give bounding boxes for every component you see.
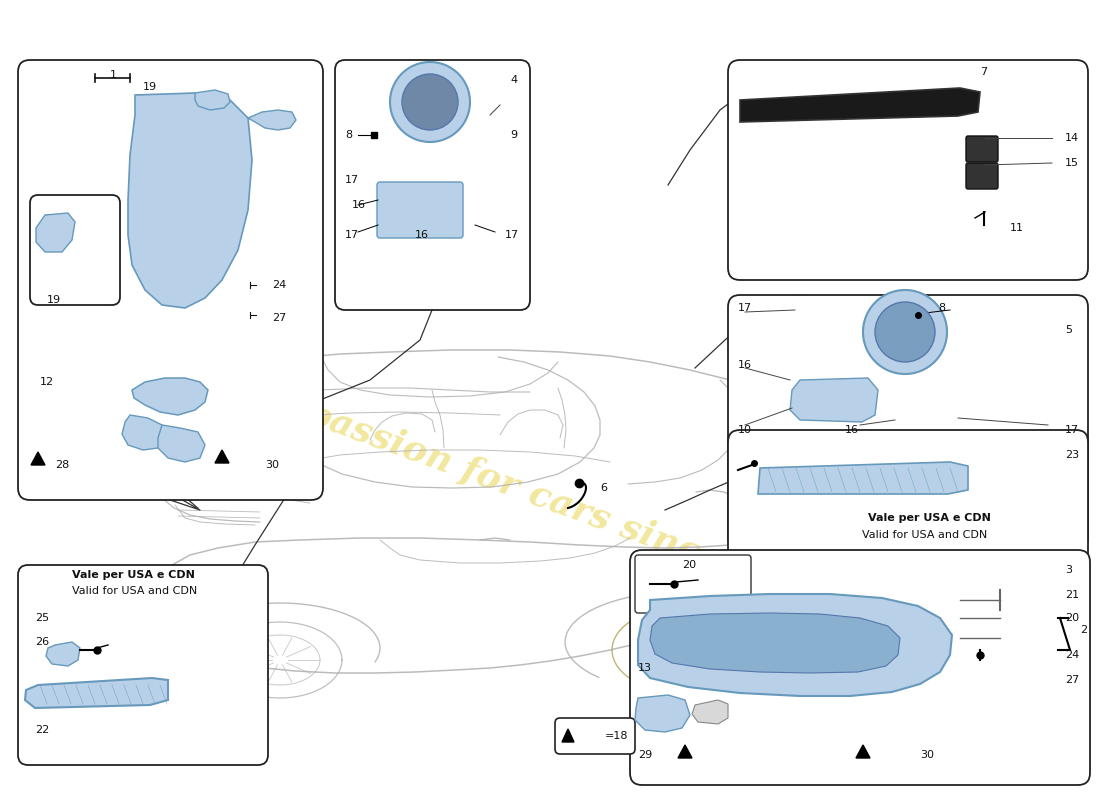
Text: 1: 1 (110, 70, 117, 80)
Polygon shape (36, 213, 75, 252)
Polygon shape (248, 110, 296, 130)
Polygon shape (158, 425, 205, 462)
Text: Vale per USA e CDN: Vale per USA e CDN (868, 513, 991, 523)
FancyBboxPatch shape (377, 182, 463, 238)
FancyBboxPatch shape (630, 550, 1090, 785)
Polygon shape (31, 452, 45, 465)
Polygon shape (638, 594, 952, 696)
FancyBboxPatch shape (728, 295, 1088, 550)
Text: 17: 17 (1065, 425, 1079, 435)
Text: Valid for USA and CDN: Valid for USA and CDN (72, 586, 197, 596)
Polygon shape (25, 678, 168, 708)
Text: 17: 17 (505, 230, 519, 240)
Text: 25: 25 (35, 613, 50, 623)
Text: 8: 8 (938, 303, 945, 313)
Polygon shape (650, 613, 900, 673)
Polygon shape (758, 462, 968, 494)
Polygon shape (214, 450, 229, 463)
Polygon shape (678, 745, 692, 758)
Text: 16: 16 (415, 230, 429, 240)
Polygon shape (122, 415, 165, 450)
Circle shape (864, 290, 947, 374)
FancyBboxPatch shape (728, 60, 1088, 280)
Text: 21: 21 (1065, 590, 1079, 600)
Text: 16: 16 (738, 360, 752, 370)
Text: 10: 10 (738, 425, 752, 435)
Text: 12: 12 (40, 377, 54, 387)
Polygon shape (740, 88, 980, 122)
Text: 27: 27 (1065, 675, 1079, 685)
FancyBboxPatch shape (18, 60, 323, 500)
Text: 30: 30 (265, 460, 279, 470)
Text: 7: 7 (980, 67, 987, 77)
Text: =18: =18 (605, 731, 628, 741)
Text: 9: 9 (510, 130, 517, 140)
Text: 17: 17 (345, 230, 359, 240)
Text: 24: 24 (1065, 650, 1079, 660)
FancyBboxPatch shape (336, 60, 530, 310)
Text: 22: 22 (35, 725, 50, 735)
Polygon shape (132, 378, 208, 415)
Text: 19: 19 (47, 295, 62, 305)
Text: 5: 5 (1065, 325, 1072, 335)
Text: 26: 26 (35, 637, 50, 647)
Text: 17: 17 (345, 175, 359, 185)
Text: 14: 14 (1065, 133, 1079, 143)
Text: 2: 2 (1080, 625, 1087, 635)
Text: 24: 24 (272, 280, 286, 290)
Text: 16: 16 (845, 425, 859, 435)
Text: 20: 20 (1065, 613, 1079, 623)
Text: 30: 30 (920, 750, 934, 760)
Circle shape (390, 62, 470, 142)
Text: 4: 4 (510, 75, 517, 85)
Text: 16: 16 (352, 200, 366, 210)
Text: Valid for USA and CDN: Valid for USA and CDN (862, 530, 988, 540)
Text: 27: 27 (272, 313, 286, 323)
Circle shape (874, 302, 935, 362)
Text: 13: 13 (638, 663, 652, 673)
Polygon shape (195, 90, 230, 110)
Text: 28: 28 (55, 460, 69, 470)
Polygon shape (856, 745, 870, 758)
FancyBboxPatch shape (966, 136, 998, 162)
Text: 11: 11 (1010, 223, 1024, 233)
FancyBboxPatch shape (728, 430, 1088, 605)
Text: 3: 3 (1065, 565, 1072, 575)
Text: 8: 8 (345, 130, 352, 140)
Polygon shape (562, 729, 574, 742)
Text: 15: 15 (1065, 158, 1079, 168)
Text: 19: 19 (143, 82, 157, 92)
FancyBboxPatch shape (966, 163, 998, 189)
Text: Vale per USA e CDN: Vale per USA e CDN (72, 570, 195, 580)
Text: 17: 17 (738, 303, 752, 313)
FancyBboxPatch shape (18, 565, 268, 765)
Polygon shape (790, 378, 878, 422)
FancyBboxPatch shape (30, 195, 120, 305)
FancyBboxPatch shape (635, 555, 751, 613)
Text: 6: 6 (600, 483, 607, 493)
FancyBboxPatch shape (556, 718, 635, 754)
Polygon shape (635, 695, 690, 732)
Text: 20: 20 (682, 560, 696, 570)
Polygon shape (128, 93, 252, 308)
Text: 23: 23 (1065, 450, 1079, 460)
Polygon shape (46, 642, 80, 666)
Text: 29: 29 (638, 750, 652, 760)
Text: a passion for cars since 1985: a passion for cars since 1985 (267, 383, 833, 617)
Circle shape (402, 74, 458, 130)
Polygon shape (692, 700, 728, 724)
